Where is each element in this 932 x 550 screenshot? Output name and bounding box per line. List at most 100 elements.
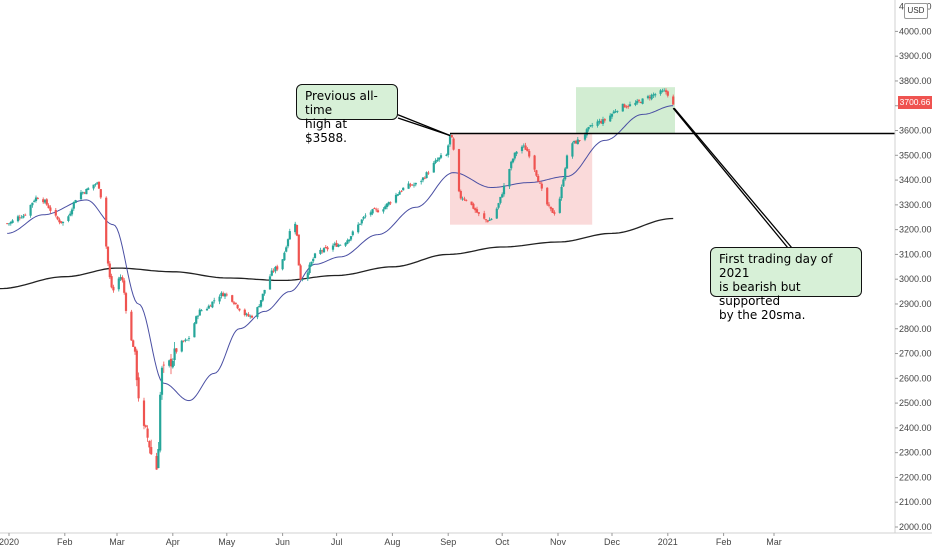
candle (511, 158, 515, 164)
candle (375, 207, 378, 213)
candle-body (664, 90, 668, 93)
candle (58, 217, 61, 225)
candle-body (261, 293, 264, 301)
candle (553, 210, 556, 216)
candle (535, 169, 538, 178)
candle-body (578, 140, 581, 141)
candle-body (672, 96, 675, 105)
price-tick-label: 3600.00 (899, 126, 932, 136)
candle (484, 219, 488, 223)
candle (522, 143, 525, 148)
candle-body (335, 242, 338, 247)
price-tick-label: 2500.00 (899, 398, 932, 408)
candle-body (123, 280, 126, 293)
candle-body (412, 184, 416, 186)
candle (538, 180, 542, 184)
candle-body (438, 157, 441, 160)
currency-badge[interactable]: USD (904, 3, 928, 19)
candle (601, 116, 605, 126)
candle-body (558, 198, 561, 213)
candle-body (387, 202, 390, 205)
candle-body (130, 311, 133, 341)
candle-body (371, 209, 374, 214)
candle (421, 177, 425, 183)
candle-body (447, 145, 450, 155)
candle-body (150, 447, 153, 455)
candle (249, 314, 252, 319)
candle (294, 221, 297, 235)
candle (245, 312, 248, 317)
candle (465, 199, 468, 202)
candle (130, 309, 133, 341)
candle (295, 224, 299, 237)
candle-body (659, 90, 662, 94)
time-tick-label: Feb (57, 537, 73, 547)
candle (43, 198, 47, 204)
candle (362, 216, 365, 221)
price-tick-label: 2600.00 (899, 373, 932, 383)
candle-body (628, 104, 632, 107)
candle-body (337, 244, 340, 247)
candle-body (398, 191, 401, 195)
candle (223, 292, 227, 300)
candle-body (583, 134, 587, 140)
candle-body (358, 223, 362, 225)
candle (276, 264, 279, 272)
candle (477, 212, 480, 217)
candle-body (515, 151, 518, 154)
candle-body (231, 295, 234, 302)
candle (420, 179, 423, 185)
candle-body (159, 394, 162, 451)
candle-body (486, 220, 489, 222)
candle (376, 208, 380, 213)
candle (672, 94, 675, 105)
candle-body (132, 340, 135, 347)
time-tick-label: Nov (550, 537, 567, 547)
candle (508, 168, 511, 189)
candle (159, 391, 162, 453)
candle (573, 140, 576, 144)
candle (196, 314, 200, 320)
candle-body (324, 247, 327, 248)
candle-body (610, 113, 614, 117)
candle (11, 219, 14, 224)
candle (621, 103, 624, 112)
candle-body (461, 198, 464, 200)
candle-body (249, 315, 252, 317)
candle-body (142, 400, 146, 426)
candle (565, 154, 569, 169)
candle-body (205, 308, 209, 311)
candle (373, 207, 376, 210)
candle-body (9, 221, 12, 224)
candle (250, 314, 254, 319)
candle-body (81, 192, 84, 194)
candle-body (96, 182, 99, 184)
candle-body (490, 218, 493, 220)
price-tick-label: 4000.00 (899, 26, 932, 36)
candle (94, 183, 97, 187)
candle (589, 124, 592, 128)
candle-body (463, 198, 466, 200)
candle (394, 192, 398, 204)
candle (36, 196, 39, 200)
candle (427, 170, 430, 175)
candle (558, 196, 561, 214)
candle (49, 205, 52, 214)
callout-line: is bearish but supported (719, 280, 801, 308)
candle (628, 101, 632, 107)
candle-body (297, 234, 300, 266)
first-day-pointer (672, 107, 789, 249)
candle (306, 270, 309, 281)
candle-body (24, 214, 27, 216)
sma-20-path (7, 105, 674, 402)
candle-body (576, 139, 579, 145)
candle (578, 140, 581, 143)
price-tick-label: 2700.00 (899, 349, 932, 359)
candle (402, 187, 405, 191)
candle-body (218, 296, 221, 302)
candle (436, 157, 439, 162)
candle (56, 215, 59, 221)
candle-body (636, 100, 639, 104)
candlestick-series (6, 88, 675, 470)
